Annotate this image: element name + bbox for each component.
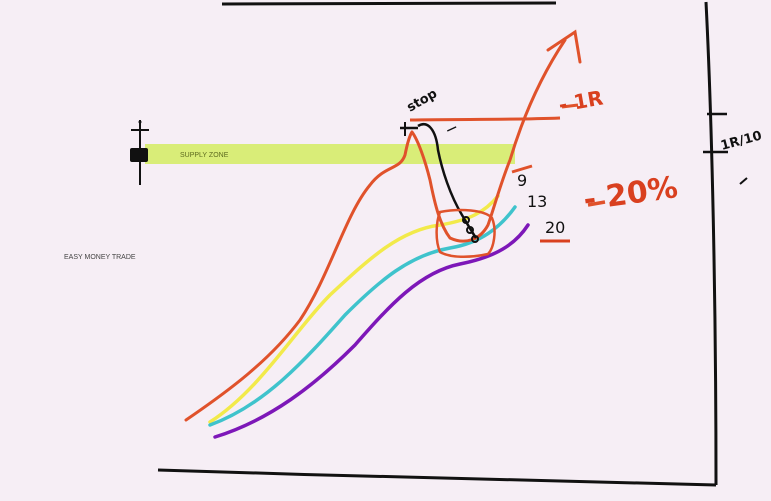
pullback-highlight-box (435, 208, 496, 258)
stop-label: stop (405, 86, 440, 115)
ma-9-label: 9 (517, 171, 527, 190)
ma-20-curve (213, 223, 530, 439)
stop-mark: — (444, 120, 459, 136)
ma-13-curve (208, 205, 517, 427)
ma-9-curve (208, 194, 500, 424)
frame-right-line (704, 1, 718, 486)
arrowhead-icon (546, 29, 582, 64)
sizing-label: 1R/10 (719, 129, 763, 154)
ma-20-label: 20 (545, 218, 565, 237)
risk-dash (587, 200, 606, 207)
frame-bottom-line (157, 468, 717, 487)
brand-text: EASY MONEY TRADE (64, 254, 136, 261)
supply-zone-label: SUPPLY ZONE (180, 152, 229, 159)
target-1r-label: - 1R (557, 86, 605, 117)
small-dash (739, 177, 748, 185)
entry-candle-icon (400, 122, 479, 243)
ma-dash (511, 164, 533, 174)
target-line (409, 116, 561, 122)
supply-zone-band (145, 144, 515, 164)
candlestick-icon (130, 120, 149, 185)
risk-pct-label: - 20% (581, 170, 680, 218)
ma-13-label: 13 (527, 192, 547, 211)
target-dash (561, 103, 579, 109)
frame-top-line (221, 1, 557, 6)
price-path (184, 38, 567, 422)
